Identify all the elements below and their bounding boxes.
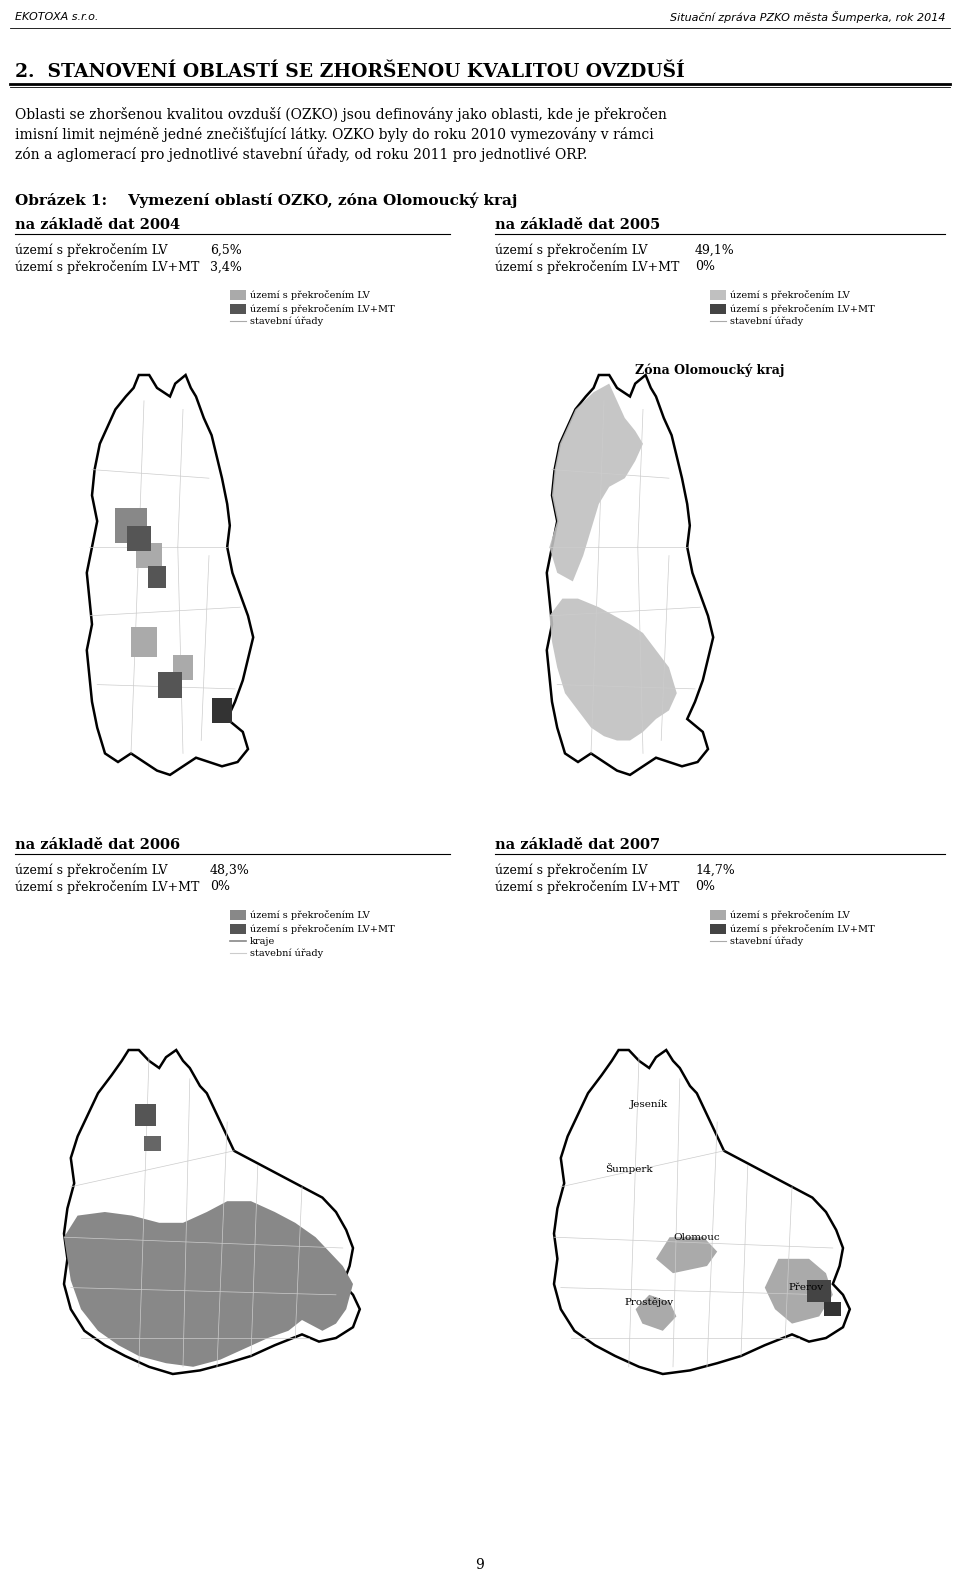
Text: Prostějov: Prostějov: [625, 1297, 674, 1306]
Text: 0%: 0%: [210, 880, 230, 893]
Polygon shape: [547, 375, 713, 775]
Polygon shape: [64, 1201, 353, 1367]
Text: kraje: kraje: [250, 936, 276, 945]
Text: Šumperk: Šumperk: [605, 1163, 653, 1174]
Polygon shape: [549, 383, 643, 582]
Bar: [710, 303, 726, 315]
Polygon shape: [549, 599, 677, 740]
Text: 14,7%: 14,7%: [695, 863, 734, 877]
Bar: [127, 526, 151, 551]
Bar: [230, 303, 246, 315]
Text: Jeseník: Jeseník: [630, 1100, 668, 1109]
Bar: [115, 508, 147, 543]
Bar: [211, 698, 232, 723]
Bar: [131, 626, 157, 656]
Bar: [230, 923, 246, 934]
Text: Oblasti se zhoršenou kvalitou ovzduší (OZKO) jsou definovány jako oblasti, kde j: Oblasti se zhoršenou kvalitou ovzduší (O…: [15, 108, 667, 122]
Text: území s překročením LV: území s překročením LV: [730, 291, 850, 300]
Text: území s překročením LV+MT: území s překročením LV+MT: [250, 923, 395, 934]
Text: na základě dat 2007: na základě dat 2007: [495, 837, 660, 852]
Text: Situační zpráva PZKO města Šumperka, rok 2014: Situační zpráva PZKO města Šumperka, rok…: [669, 11, 945, 22]
Text: 2.  STANOVENÍ OBLASTÍ SE ZHORŠENOU KVALITOU OVZDUŠÍ: 2. STANOVENÍ OBLASTÍ SE ZHORŠENOU KVALIT…: [15, 64, 684, 81]
Text: EKOTOXA s.r.o.: EKOTOXA s.r.o.: [15, 13, 98, 22]
Polygon shape: [765, 1258, 832, 1324]
Text: území s překročením LV+MT: území s překročením LV+MT: [495, 880, 680, 895]
Polygon shape: [656, 1238, 717, 1273]
Text: Olomouc: Olomouc: [674, 1233, 720, 1241]
Text: území s překročením LV: území s překročením LV: [250, 291, 370, 300]
Text: 9: 9: [475, 1557, 485, 1572]
Text: Zóna Olomoucký kraj: Zóna Olomoucký kraj: [636, 364, 784, 377]
Text: území s překročením LV: území s překročením LV: [495, 863, 647, 877]
Text: Přerov: Přerov: [788, 1282, 823, 1292]
Bar: [807, 1281, 831, 1301]
Bar: [144, 1136, 161, 1150]
Text: stavební úřady: stavební úřady: [250, 316, 324, 326]
Text: stavební úřady: stavební úřady: [730, 936, 804, 945]
Text: 3,4%: 3,4%: [210, 261, 242, 273]
Bar: [710, 923, 726, 934]
Bar: [158, 672, 181, 698]
Bar: [148, 566, 166, 588]
Polygon shape: [636, 1295, 677, 1332]
Text: 0%: 0%: [695, 880, 715, 893]
Bar: [230, 910, 246, 920]
Bar: [710, 910, 726, 920]
Text: území s překročením LV+MT: území s překročením LV+MT: [15, 261, 200, 273]
Text: 0%: 0%: [695, 261, 715, 273]
Text: Obrázek 1:    Vymezení oblastí OZKO, zóna Olomoucký kraj: Obrázek 1: Vymezení oblastí OZKO, zóna O…: [15, 192, 517, 208]
Polygon shape: [64, 1050, 360, 1374]
Text: na základě dat 2004: na základě dat 2004: [15, 218, 180, 232]
Bar: [173, 655, 193, 680]
Text: na základě dat 2006: na základě dat 2006: [15, 837, 180, 852]
Text: na základě dat 2005: na základě dat 2005: [495, 218, 660, 232]
Bar: [135, 1104, 156, 1125]
Text: území s překročením LV+MT: území s překročením LV+MT: [15, 880, 200, 895]
Bar: [710, 291, 726, 300]
Text: 49,1%: 49,1%: [695, 243, 734, 256]
Text: území s překročením LV: území s překročením LV: [495, 243, 647, 257]
Text: území s překročením LV+MT: území s překročením LV+MT: [730, 923, 875, 934]
Bar: [230, 291, 246, 300]
Text: území s překročením LV+MT: území s překročením LV+MT: [495, 261, 680, 273]
Text: stavební úřady: stavební úřady: [250, 949, 324, 958]
Text: území s překročením LV+MT: území s překročením LV+MT: [250, 303, 395, 315]
Text: 48,3%: 48,3%: [210, 863, 250, 877]
Text: území s překročením LV+MT: území s překročením LV+MT: [730, 303, 875, 315]
Text: území s překročením LV: území s překročením LV: [15, 243, 167, 257]
Polygon shape: [554, 1050, 850, 1374]
Text: území s překročením LV: území s překročením LV: [15, 863, 167, 877]
Text: imisní limit nejméně jedné znečišťující látky. OZKO byly do roku 2010 vymezovány: imisní limit nejméně jedné znečišťující …: [15, 127, 654, 143]
Text: území s překročením LV: území s překročením LV: [730, 910, 850, 920]
Text: zón a aglomerací pro jednotlivé stavební úřady, od roku 2011 pro jednotlivé ORP.: zón a aglomerací pro jednotlivé stavební…: [15, 148, 588, 162]
Text: stavební úřady: stavební úřady: [730, 316, 804, 326]
Text: území s překročením LV: území s překročením LV: [250, 910, 370, 920]
Text: 6,5%: 6,5%: [210, 243, 242, 256]
Bar: [136, 543, 162, 569]
Polygon shape: [86, 375, 253, 775]
Bar: [825, 1301, 841, 1316]
